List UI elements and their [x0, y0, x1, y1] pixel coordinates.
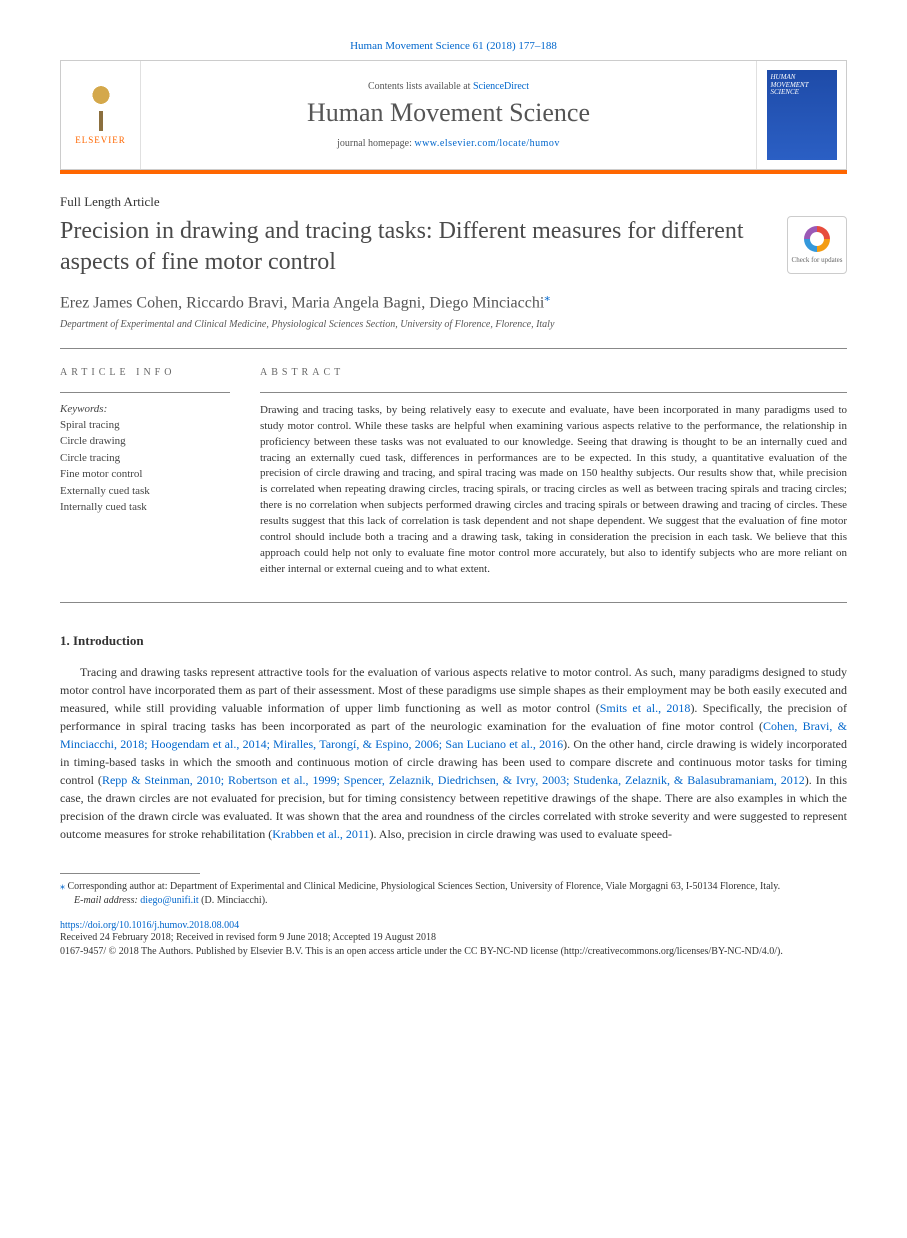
check-updates-button[interactable]: Check for updates: [787, 216, 847, 274]
journal-homepage-link[interactable]: www.elsevier.com/locate/humov: [414, 138, 559, 149]
received-dates: Received 24 February 2018; Received in r…: [60, 931, 847, 945]
introduction-body: Tracing and drawing tasks represent attr…: [60, 663, 847, 843]
journal-homepage-line: journal homepage: www.elsevier.com/locat…: [337, 138, 560, 149]
article-title: Precision in drawing and tracing tasks: …: [60, 216, 787, 278]
keywords-list: Spiral tracing Circle drawing Circle tra…: [60, 417, 230, 516]
email-label: E-mail address:: [74, 895, 140, 906]
keywords-label: Keywords:: [60, 403, 230, 415]
banner-center: Contents lists available at ScienceDirec…: [141, 61, 756, 169]
journal-cover-area: HUMAN MOVEMENT SCIENCE: [756, 61, 846, 169]
affiliation: Department of Experimental and Clinical …: [60, 319, 847, 330]
email-suffix: (D. Minciacchi).: [199, 895, 268, 906]
citation-link[interactable]: Smits et al., 2018: [600, 701, 691, 715]
abstract-heading: ABSTRACT: [260, 367, 847, 378]
authors-line: Erez James Cohen, Riccardo Bravi, Maria …: [60, 290, 847, 312]
email-link[interactable]: diego@unifi.it: [140, 895, 198, 906]
info-divider: [60, 392, 230, 393]
check-updates-label: Check for updates: [792, 256, 843, 264]
header-citation: Human Movement Science 61 (2018) 177–188: [60, 40, 847, 52]
keyword-item: Circle drawing: [60, 433, 230, 450]
journal-cover-thumbnail[interactable]: HUMAN MOVEMENT SCIENCE: [767, 70, 837, 160]
authors-names: Erez James Cohen, Riccardo Bravi, Maria …: [60, 295, 544, 312]
keyword-item: Spiral tracing: [60, 417, 230, 434]
contents-prefix: Contents lists available at: [368, 81, 473, 92]
keyword-item: Fine motor control: [60, 466, 230, 483]
keyword-item: Externally cued task: [60, 483, 230, 500]
journal-name: Human Movement Science: [307, 98, 590, 128]
corresponding-mark[interactable]: ⁎: [544, 290, 550, 304]
publisher-logo-area: ELSEVIER: [61, 61, 141, 169]
keyword-item: Circle tracing: [60, 450, 230, 467]
citation-link[interactable]: Repp & Steinman, 2010; Robertson et al.,…: [102, 773, 805, 787]
email-footnote: E-mail address: diego@unifi.it (D. Minci…: [60, 894, 847, 908]
homepage-prefix: journal homepage:: [337, 138, 414, 149]
cover-text-3: SCIENCE: [771, 89, 833, 97]
footnote-separator: [60, 873, 200, 874]
accent-bar: [60, 170, 847, 174]
article-info-heading: ARTICLE INFO: [60, 367, 230, 378]
journal-banner: ELSEVIER Contents lists available at Sci…: [60, 60, 847, 170]
elsevier-label: ELSEVIER: [75, 135, 126, 145]
article-info-column: ARTICLE INFO Keywords: Spiral tracing Ci…: [60, 367, 230, 578]
section-heading-intro: 1. Introduction: [60, 633, 847, 649]
divider-bottom: [60, 602, 847, 603]
doi-link[interactable]: https://doi.org/10.1016/j.humov.2018.08.…: [60, 920, 847, 931]
contents-available-line: Contents lists available at ScienceDirec…: [368, 81, 529, 92]
citation-link[interactable]: Krabben et al., 2011: [272, 827, 369, 841]
elsevier-tree-icon: [81, 86, 121, 131]
footnote-mark: ⁎: [60, 881, 65, 892]
sciencedirect-link[interactable]: ScienceDirect: [473, 81, 529, 92]
copyright-line: 0167-9457/ © 2018 The Authors. Published…: [60, 945, 847, 959]
corresponding-author-footnote: ⁎ Corresponding author at: Department of…: [60, 880, 847, 894]
intro-text-5: ). Also, precision in circle drawing was…: [369, 827, 672, 841]
keyword-item: Internally cued task: [60, 499, 230, 516]
crossmark-icon: [804, 226, 830, 252]
corr-address: Department of Experimental and Clinical …: [170, 881, 780, 892]
abstract-column: ABSTRACT Drawing and tracing tasks, by b…: [260, 367, 847, 578]
abstract-divider: [260, 392, 847, 393]
elsevier-logo[interactable]: ELSEVIER: [71, 80, 131, 150]
article-type: Full Length Article: [60, 194, 847, 210]
abstract-text: Drawing and tracing tasks, by being rela…: [260, 403, 847, 578]
corr-prefix: Corresponding author at:: [68, 881, 170, 892]
